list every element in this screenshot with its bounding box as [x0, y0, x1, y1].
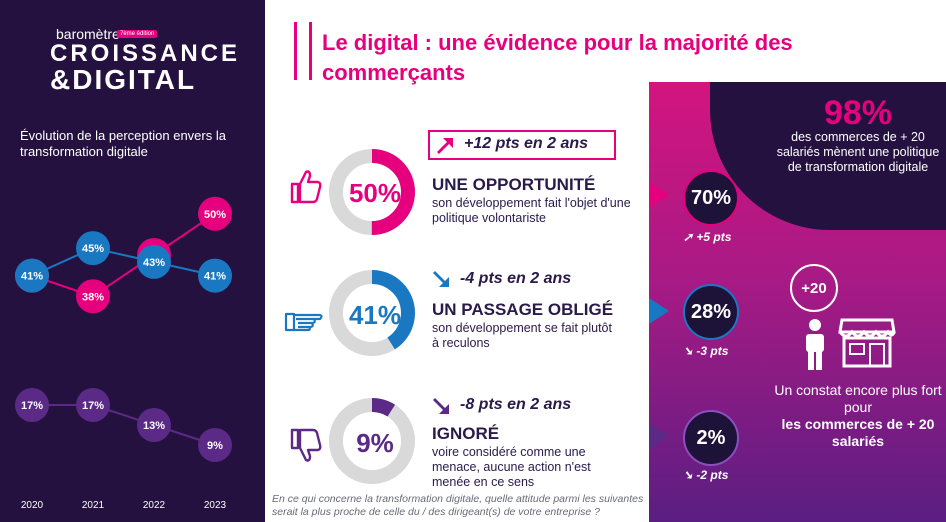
pointer-arrow-1	[649, 182, 669, 208]
data-point-purple-2023	[198, 428, 232, 462]
change-ignore: -8 pts en 2 ans	[460, 396, 572, 413]
right-change-passage: ➘ -3 pts	[683, 344, 753, 358]
data-point-pink-2023	[198, 196, 232, 231]
series-line-blue	[31, 247, 216, 277]
desc-passage: son développement se fait plutôt à recul…	[432, 321, 612, 350]
evolution-line-chart: 41%38%44%50%41%45%43%41%17%17%13%9%20202…	[15, 196, 232, 511]
donut-arc-0	[329, 149, 415, 235]
thumbs-up-icon	[290, 170, 322, 204]
pointing-hand-icon	[284, 312, 323, 332]
donut-arc-1	[329, 270, 415, 356]
big-stat-text: des commerces de + 20 salariés mènent un…	[776, 130, 940, 174]
data-point-purple-2022	[137, 408, 171, 442]
category-ignore: IGNORÉ	[432, 424, 500, 443]
category-opportunite: UNE OPPORTUNITÉ	[432, 175, 596, 194]
right-bubble-ignore: 2%	[683, 410, 739, 466]
constat-text: Un constat encore plus fort pour les com…	[770, 382, 946, 450]
data-label-blue-2021: 45%	[82, 243, 104, 255]
right-change-text: -2 pts	[696, 468, 729, 482]
down-arrow-icon	[433, 271, 449, 287]
big-stat-value: 98%	[823, 94, 893, 132]
pointer-arrow-3	[649, 423, 669, 449]
logo-digital: &DIGITAL	[50, 64, 197, 95]
data-point-purple-2021	[76, 388, 110, 422]
data-point-blue-2020	[15, 258, 49, 293]
data-label-purple-2022: 13%	[143, 420, 165, 432]
data-point-blue-2022	[137, 244, 171, 279]
logo-barometre: baromètre	[56, 26, 120, 42]
survey-question-note: En ce qui concerne la transformation dig…	[272, 493, 644, 518]
desc-ignore: voire considéré comme une menace, aucune…	[432, 445, 591, 489]
right-change-ignore: ➘ -2 pts	[683, 468, 753, 482]
down-arrow-icon	[433, 398, 449, 414]
constat-bold: les commerces de + 20 salariés	[781, 416, 935, 449]
pointer-arrow-2	[649, 298, 669, 324]
x-tick-label-2022: 2022	[143, 500, 166, 511]
data-label-purple-2020: 17%	[21, 400, 43, 412]
change-passage: -4 pts en 2 ans	[460, 270, 572, 287]
data-label-purple-2023: 9%	[207, 440, 223, 452]
right-bubble-opportunite: 70%	[683, 170, 739, 226]
pct-ignore: 9%	[356, 428, 394, 458]
change-opportunite: +12 pts en 2 ans	[464, 135, 589, 152]
store-icon	[838, 318, 896, 368]
data-label-blue-2020: 41%	[21, 271, 43, 283]
data-point-purple-2020	[15, 388, 49, 422]
x-tick-label-2021: 2021	[82, 500, 105, 511]
pct-passage: 41%	[348, 300, 402, 330]
pct-opportunite: 50%	[348, 178, 402, 208]
logo-croissance: CROISSANCE	[50, 40, 241, 67]
data-label-pink-2023: 50%	[204, 209, 226, 221]
up-arrow-icon: ➚	[683, 230, 694, 244]
down-arrow-icon: ➘	[683, 468, 694, 482]
right-change-text: +5 pts	[696, 230, 732, 244]
desc-opportunite: son développement fait l'objet d'une pol…	[432, 196, 631, 225]
right-change-text: -3 pts	[696, 344, 729, 358]
data-label-purple-2021: 17%	[82, 400, 104, 412]
title-bars-decoration	[294, 22, 312, 80]
data-label-blue-2023: 41%	[204, 271, 226, 283]
donut-arc-2	[329, 398, 415, 484]
series-line-purple	[32, 404, 216, 446]
person-icon	[806, 319, 824, 370]
data-point-blue-2023	[198, 258, 232, 293]
x-tick-label-2020: 2020	[21, 500, 44, 511]
x-tick-label-2023: 2023	[204, 500, 227, 511]
right-change-opportunite: ➚ +5 pts	[683, 230, 753, 244]
down-arrow-icon: ➘	[683, 344, 694, 358]
logo-edition-badge: 7ème édition	[117, 30, 158, 38]
data-point-pink-2021	[76, 279, 110, 314]
thumbs-down-icon	[290, 428, 322, 462]
left-panel: baromètre 7ème édition CROISSANCE &DIGIT…	[0, 0, 265, 522]
plus20-badge: +20	[790, 264, 838, 312]
right-bubble-passage: 28%	[683, 284, 739, 340]
data-point-blue-2021	[76, 231, 110, 266]
data-label-blue-2022: 43%	[143, 257, 165, 269]
page-title: Le digital : une évidence pour la majori…	[322, 30, 793, 85]
chart-subtitle: Évolution de la perception envers la tra…	[20, 128, 226, 159]
constat-normal: Un constat encore plus fort pour	[774, 382, 942, 415]
up-arrow-icon	[437, 138, 453, 154]
data-label-pink-2021: 38%	[82, 291, 104, 303]
series-line-pink	[31, 212, 216, 298]
category-passage: UN PASSAGE OBLIGÉ	[432, 300, 614, 319]
change-highlight-box	[428, 130, 616, 160]
